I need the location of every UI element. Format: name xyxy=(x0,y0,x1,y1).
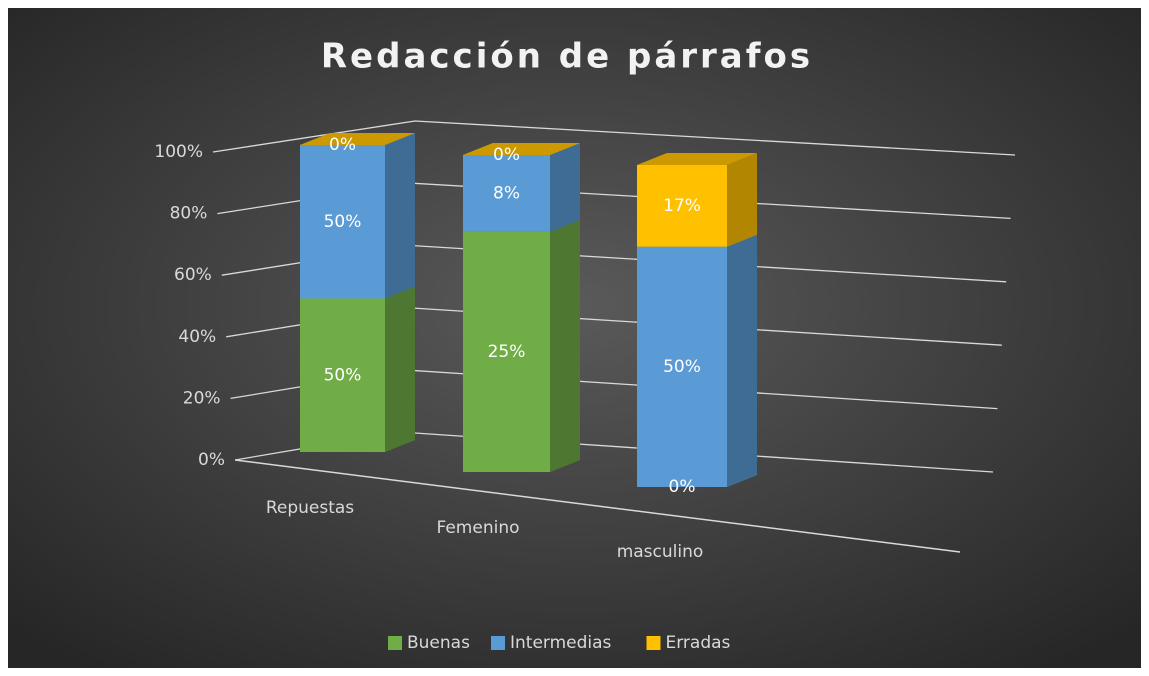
x-tick-label: Repuestas xyxy=(266,498,354,518)
bar-top-shade xyxy=(637,153,757,165)
data-label: 8% xyxy=(493,183,520,203)
bar-top xyxy=(463,143,580,155)
bar-top-shade xyxy=(463,143,580,155)
data-label: 50% xyxy=(324,365,362,385)
legend-label: Buenas xyxy=(407,633,470,653)
bar-side xyxy=(385,286,415,452)
bar-side-shade xyxy=(550,143,580,232)
floor-edge xyxy=(234,459,961,553)
data-label: 25% xyxy=(488,342,526,362)
bar-front xyxy=(463,155,550,232)
bar-top-shade xyxy=(300,133,415,145)
legend-label: Erradas xyxy=(666,633,731,653)
bar-side xyxy=(385,133,415,299)
data-label: 0% xyxy=(493,145,520,165)
bar-segment xyxy=(300,133,415,145)
bar-front xyxy=(637,165,727,247)
bar-front xyxy=(300,145,385,299)
y-tick-label: 20% xyxy=(183,388,221,408)
bar-segment xyxy=(637,153,757,247)
chart-title: Redacción de párrafos xyxy=(321,37,813,77)
data-label: 0% xyxy=(329,135,356,155)
grid-line xyxy=(212,120,1016,156)
data-label: 17% xyxy=(663,196,701,216)
bar-side-shade xyxy=(385,133,415,299)
bar-segment xyxy=(463,143,580,232)
legend-swatch xyxy=(388,636,402,650)
legend-swatch xyxy=(646,636,661,650)
y-tick-label: 40% xyxy=(178,327,216,347)
y-tick-label: 60% xyxy=(174,265,212,285)
bar-side xyxy=(727,153,757,247)
x-tick-label: Femenino xyxy=(437,518,520,538)
bar-side-shade xyxy=(550,219,580,472)
bar-front xyxy=(463,231,550,472)
bar-side xyxy=(550,219,580,472)
bar-front xyxy=(300,298,385,452)
bar-top xyxy=(300,133,415,145)
legend-swatch xyxy=(491,636,505,650)
bar-side xyxy=(727,234,757,487)
bar-side xyxy=(550,143,580,232)
legend-label: Intermedias xyxy=(510,633,612,653)
y-tick-label: 80% xyxy=(170,204,208,224)
data-label: 50% xyxy=(324,212,362,232)
bar-segment xyxy=(637,234,757,487)
data-label: 0% xyxy=(669,477,696,497)
data-label: 50% xyxy=(663,357,701,377)
bar-top xyxy=(637,153,757,165)
bar-segment xyxy=(463,143,580,155)
y-tick-label: 0% xyxy=(198,450,225,470)
bar-side-shade xyxy=(727,234,757,487)
x-tick-label: masculino xyxy=(617,542,704,562)
bar-side-shade xyxy=(727,153,757,247)
y-tick-label: 100% xyxy=(154,142,203,162)
bar-front xyxy=(637,246,727,487)
bar-side-shade xyxy=(385,286,415,452)
